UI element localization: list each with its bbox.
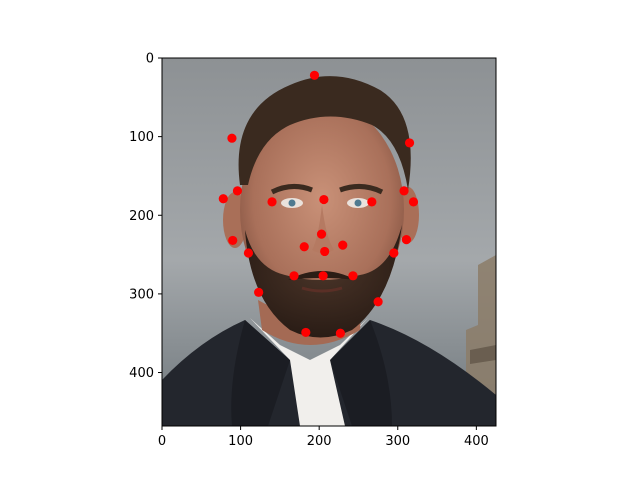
landmark-point (373, 297, 383, 307)
landmark-point (289, 271, 299, 281)
landmark-point (232, 186, 243, 196)
landmark-point (267, 197, 277, 207)
landmark-point (318, 271, 328, 281)
landmark-point (299, 242, 309, 252)
x-axis: 0 100 200 300 400 (158, 426, 489, 449)
landmark-point (254, 287, 264, 297)
landmark-point (348, 271, 358, 281)
x-tick-label: 200 (307, 434, 332, 449)
y-tick-label: 100 (129, 130, 154, 145)
y-tick-label: 200 (129, 209, 154, 224)
landmark-point (401, 235, 412, 245)
landmark-point (301, 327, 311, 338)
landmark-point (367, 197, 377, 207)
landmark-point (320, 246, 330, 257)
landmark-point (243, 248, 254, 258)
landmark-point (316, 229, 327, 239)
axes-frame (161, 57, 497, 427)
landmark-point (335, 328, 345, 338)
background-photo (162, 58, 496, 426)
landmark-point (309, 70, 320, 80)
landmark-points (218, 70, 419, 338)
landmark-point (227, 133, 237, 143)
landmark-point (399, 186, 409, 196)
x-tick-label: 100 (228, 434, 253, 449)
x-tick-label: 300 (385, 434, 410, 449)
landmark-point (218, 194, 228, 204)
landmark-point (389, 248, 399, 258)
y-tick-label: 0 (146, 52, 154, 67)
y-tick-label: 300 (129, 287, 154, 302)
y-axis: 0 100 200 300 400 (129, 52, 162, 381)
landmark-point (408, 197, 419, 207)
landmark-point (404, 138, 415, 148)
landmark-point (228, 235, 238, 246)
landmark-point (338, 240, 348, 250)
y-tick-label: 400 (129, 366, 154, 381)
x-tick-label: 400 (464, 434, 489, 449)
landmark-point (319, 194, 329, 205)
x-tick-label: 0 (158, 434, 166, 449)
